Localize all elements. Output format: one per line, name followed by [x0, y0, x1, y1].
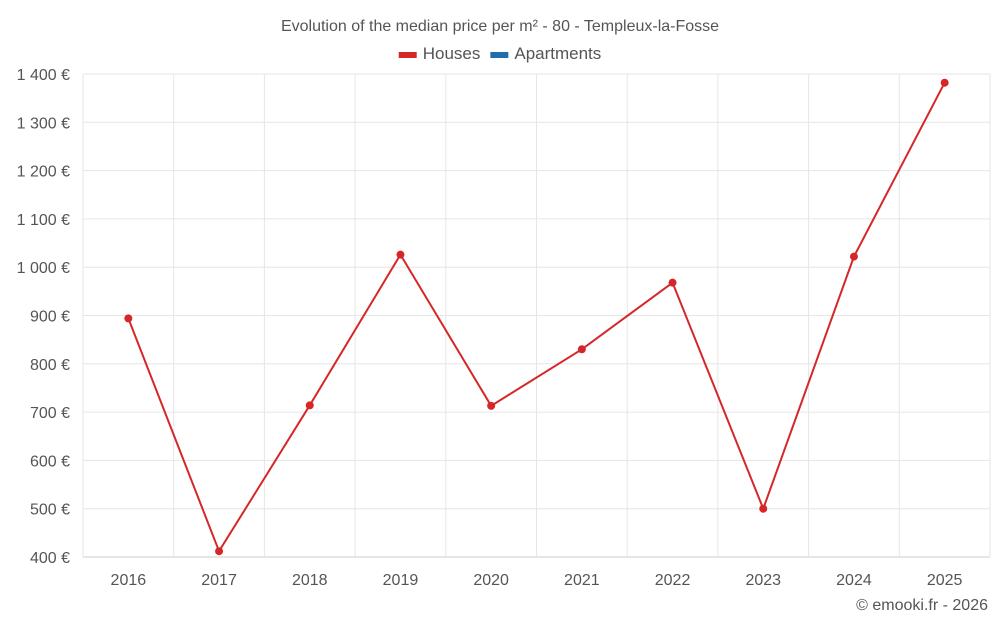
- x-tick-label: 2019: [383, 572, 419, 589]
- y-tick-label: 600 €: [30, 453, 70, 470]
- data-point-2017[interactable]: [215, 547, 224, 556]
- y-axis-ticks: 400 € 500 € 600 € 700 € 800 € 900 € 1 000 € 1 1…: [17, 67, 70, 567]
- y-tick-label: 1 100 €: [17, 212, 70, 229]
- data-point-2021[interactable]: [577, 345, 586, 354]
- data-point-2020[interactable]: [487, 401, 496, 410]
- x-tick-label: 2017: [201, 572, 237, 589]
- x-tick-label: 2016: [111, 572, 147, 589]
- y-tick-label: 1 300 €: [17, 115, 70, 132]
- y-tick-label: 500 €: [30, 502, 70, 519]
- y-tick-label: 1 400 €: [17, 67, 70, 84]
- data-point-2022[interactable]: [668, 278, 677, 287]
- legend-label: Houses: [423, 44, 481, 63]
- legend-swatch: [398, 52, 417, 58]
- x-tick-label: 2025: [927, 572, 963, 589]
- y-tick-label: 800 €: [30, 357, 70, 374]
- data-point-2025[interactable]: [940, 78, 949, 87]
- chart-title: Evolution of the median price per m² - 8…: [281, 18, 719, 35]
- legend: Houses Apartments: [398, 44, 601, 63]
- series-line-houses: [127, 82, 946, 554]
- series-layer: [124, 78, 949, 556]
- y-tick-label: 900 €: [30, 309, 70, 326]
- x-tick-label: 2021: [564, 572, 600, 589]
- data-point-2024[interactable]: [849, 252, 858, 261]
- credit-text: © emooki.fr - 2026: [856, 597, 988, 614]
- y-tick-label: 1 000 €: [17, 260, 70, 277]
- legend-item-apartments[interactable]: Apartments: [490, 44, 601, 63]
- data-point-2018[interactable]: [305, 401, 314, 410]
- legend-item-houses[interactable]: Houses: [398, 44, 481, 63]
- y-tick-label: 1 200 €: [17, 164, 70, 181]
- data-point-2023[interactable]: [759, 504, 768, 513]
- x-tick-label: 2018: [292, 572, 328, 589]
- grid-lines: [82, 73, 991, 558]
- x-tick-label: 2022: [655, 572, 691, 589]
- x-axis-ticks: 2016 2017 2018 2019 2020 2021 2022 2023 2024 2025: [111, 572, 963, 589]
- y-tick-label: 400 €: [30, 550, 70, 567]
- y-tick-label: 700 €: [30, 405, 70, 422]
- legend-label: Apartments: [514, 44, 601, 63]
- x-tick-label: 2024: [836, 572, 872, 589]
- x-tick-label: 2020: [473, 572, 509, 589]
- data-point-2019[interactable]: [396, 250, 405, 259]
- legend-swatch: [490, 52, 509, 58]
- x-tick-label: 2023: [745, 572, 781, 589]
- data-point-2016[interactable]: [124, 314, 133, 323]
